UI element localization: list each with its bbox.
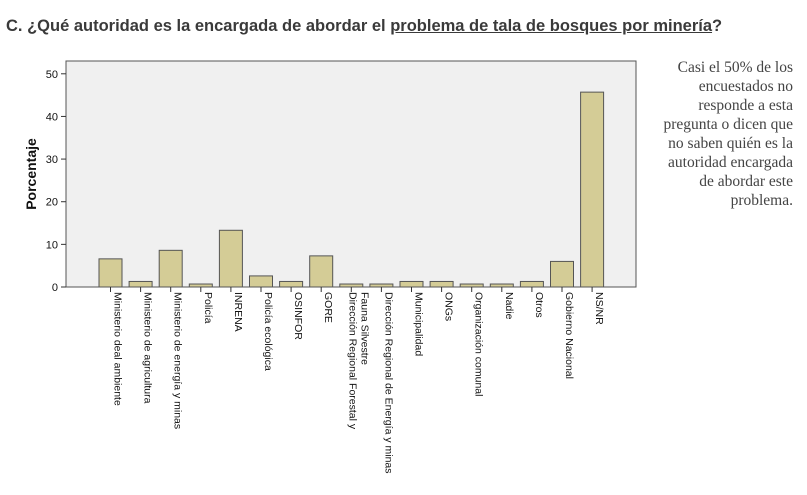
- y-tick-label: 10: [46, 239, 58, 251]
- x-tick-label: Policía ecológica: [262, 292, 274, 371]
- bar: [459, 283, 484, 288]
- heading-underlined: problema de tala de bosques por minería: [390, 17, 713, 35]
- plot-area: [65, 60, 637, 288]
- bar: [158, 249, 183, 288]
- x-tick-label: Policía: [202, 292, 214, 324]
- bar: [550, 260, 574, 288]
- y-tick-label: 40: [46, 111, 58, 123]
- x-axis-labels: Ministerio deal ambiente Ministerio de ag…: [110, 287, 605, 474]
- x-tick-label: Dirección Regional Forestal y: [346, 292, 358, 430]
- y-tick-label: 50: [46, 69, 58, 81]
- bar: [98, 258, 123, 288]
- x-tick-label: Ministerio de energía y minas: [172, 292, 184, 429]
- bar: [309, 255, 334, 288]
- bar: [339, 283, 364, 288]
- x-tick-label: Organización comunal: [473, 292, 485, 396]
- y-axis: 0 10 20 30 40 50: [46, 69, 66, 294]
- bar: [399, 280, 424, 288]
- y-tick-label: 30: [46, 154, 58, 166]
- x-tick-label: GORE: [322, 292, 334, 323]
- x-tick-label: Nadie: [503, 292, 515, 320]
- bar: [128, 280, 153, 288]
- side-note: Casi el 50% de los encuestados no respon…: [663, 59, 793, 209]
- y-axis-label: Porcentaje: [23, 138, 39, 210]
- x-tick-label: ONGs: [443, 292, 455, 321]
- bar: [580, 91, 605, 288]
- bar: [218, 229, 243, 288]
- question-heading: C. ¿Qué autoridad es la encargada de abo…: [6, 17, 766, 43]
- x-tick-label: OSINFOR: [292, 292, 304, 340]
- bars: [98, 91, 605, 288]
- bar: [489, 283, 514, 288]
- x-tick-label: NS/NR: [593, 292, 605, 325]
- heading-suffix: ?: [712, 17, 723, 35]
- y-tick-label: 20: [46, 197, 58, 209]
- x-tick-label: Municipalidad: [413, 292, 425, 356]
- bar: [249, 275, 273, 288]
- x-tick-label: Ministerio deal ambiente: [112, 292, 124, 406]
- x-tick-label: INRENA: [232, 292, 244, 332]
- bar: [429, 280, 454, 288]
- bar: [188, 283, 213, 288]
- bar: [369, 283, 394, 288]
- x-tick-label: Fauna Silvestre: [358, 292, 370, 365]
- x-tick-label: Gobierno Nacional: [563, 292, 575, 379]
- bar: [279, 280, 304, 288]
- x-tick-label: Ministerio de agricultura: [142, 292, 154, 404]
- bar: [519, 280, 544, 288]
- x-tick-label: Dirección Regional de Energía y minas: [382, 292, 394, 474]
- heading-prefix: C. ¿Qué autoridad es la encargada de abo…: [6, 17, 391, 35]
- y-tick-label: 0: [52, 282, 58, 294]
- x-tick-label: Otros: [533, 292, 545, 318]
